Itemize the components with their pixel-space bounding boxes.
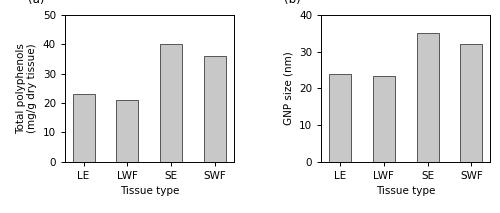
Y-axis label: Total polyphenols
(mg/g dry tissue): Total polyphenols (mg/g dry tissue) xyxy=(16,43,38,134)
Bar xyxy=(204,56,226,162)
Bar xyxy=(329,74,351,162)
X-axis label: Tissue type: Tissue type xyxy=(120,186,179,196)
Bar xyxy=(416,33,438,162)
X-axis label: Tissue type: Tissue type xyxy=(376,186,436,196)
Bar xyxy=(116,100,138,162)
Bar xyxy=(373,76,394,162)
Text: (b): (b) xyxy=(284,0,301,6)
Bar xyxy=(72,94,94,162)
Bar xyxy=(160,44,182,162)
Y-axis label: GNP size (nm): GNP size (nm) xyxy=(284,52,294,125)
Bar xyxy=(460,44,482,162)
Text: (a): (a) xyxy=(28,0,44,6)
